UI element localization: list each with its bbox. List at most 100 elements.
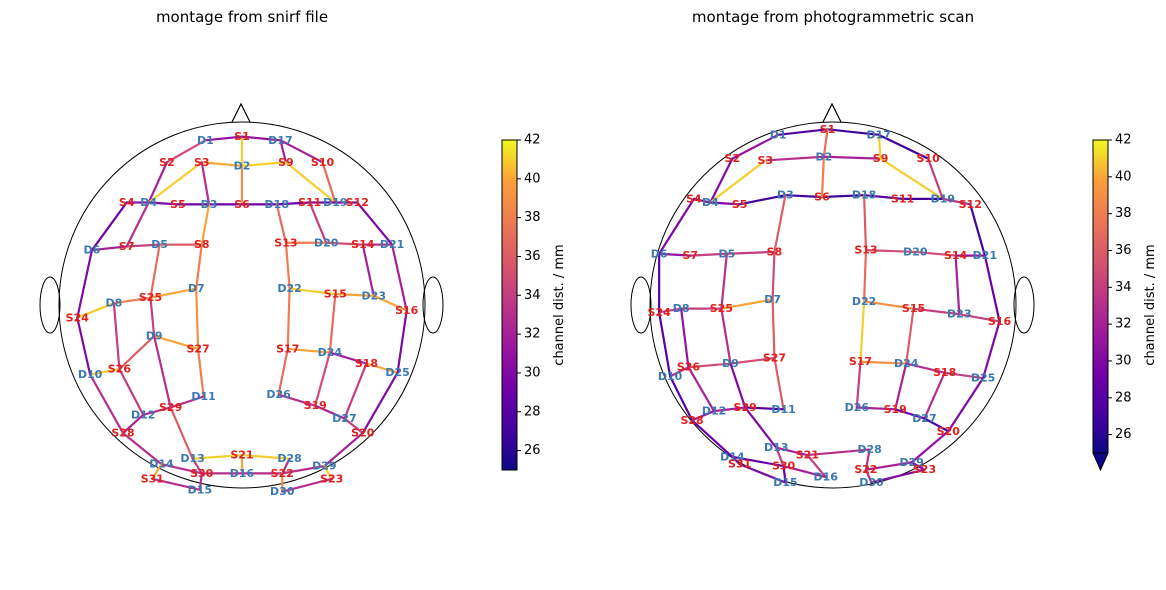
channel-S9-D17 <box>279 139 288 164</box>
channel-S20-D29 <box>323 432 364 468</box>
source-label-s14: S14 <box>944 249 968 262</box>
source-label-s14: S14 <box>351 238 375 251</box>
detector-label-d16: D16 <box>813 471 838 484</box>
source-label-s27: S27 <box>186 342 209 355</box>
optode-labels: D1 D2 D3 D4 D5 D6 D7 D8 D9 D10 D11 D12 D13 D14 D15 D16 D… <box>648 123 1012 489</box>
channel-S11-D18 <box>863 194 904 200</box>
source-label-s26: S26 <box>677 361 701 374</box>
detector-label-d21: D21 <box>380 238 404 251</box>
source-label-s23: S23 <box>913 463 936 476</box>
channel-S22-D28 <box>864 448 871 471</box>
channel-S4-D6 <box>90 201 128 252</box>
channel-S19-D27 <box>894 408 926 420</box>
detector-label-d13: D13 <box>764 441 788 454</box>
source-label-s24: S24 <box>648 306 672 319</box>
detector-label-d5: D5 <box>151 238 168 251</box>
channel-S30-D13 <box>775 446 785 468</box>
detector-label-d28: D28 <box>277 452 301 465</box>
left-ear <box>630 276 652 334</box>
colorbar-gradient <box>501 139 518 471</box>
channel-S2-D1 <box>731 133 780 160</box>
channel-S29-D13 <box>169 406 194 460</box>
source-label-s5: S5 <box>170 198 186 211</box>
channel-S13-D18 <box>863 194 868 252</box>
channel-S10-D19 <box>927 157 944 200</box>
channel-S22-D29 <box>864 461 913 471</box>
detector-label-d28: D28 <box>857 443 881 456</box>
detector-label-d10: D10 <box>78 368 103 381</box>
channel-S22-D28 <box>281 457 291 475</box>
source-label-s31: S31 <box>141 472 164 485</box>
source-label-s17: S17 <box>849 355 872 368</box>
source-label-s7: S7 <box>682 249 698 262</box>
channel-S20-D25 <box>947 377 985 433</box>
detector-label-d6: D6 <box>651 247 668 260</box>
channel-S12-D21 <box>356 201 394 246</box>
detector-label-d29: D29 <box>899 456 923 469</box>
channel-S31-D15 <box>151 477 202 491</box>
channel-S28-D10 <box>669 375 694 422</box>
channel-S25-D9 <box>720 307 732 365</box>
channel-S10-D17 <box>279 139 324 164</box>
colorbar-tick-label: 34 <box>524 288 541 303</box>
channel-S23-D29 <box>323 464 333 480</box>
channel-S30-D15 <box>782 464 787 484</box>
channel-S23-D29 <box>910 461 926 471</box>
channel-S3-D4 <box>147 161 203 204</box>
source-label-s1: S1 <box>234 130 250 143</box>
panel-photogrammetric: montage from photogrammetric scan D1 D2 D3… <box>630 8 1158 489</box>
source-label-s4: S4 <box>119 196 135 209</box>
source-label-s13: S13 <box>274 236 297 249</box>
channel-S13-D18 <box>275 203 288 244</box>
channel-S16-D23 <box>958 313 1001 323</box>
channel-S28-D14 <box>690 419 734 458</box>
source-label-s25: S25 <box>139 291 162 304</box>
channel-S18-D25 <box>943 371 985 380</box>
detector-label-d17: D17 <box>268 134 292 147</box>
channel-S14-D20 <box>914 250 957 257</box>
channel-S15-D23 <box>334 292 375 297</box>
channel-S10-D17 <box>877 133 930 160</box>
channel-S9-D2 <box>822 155 882 160</box>
source-label-s21: S21 <box>230 449 253 462</box>
channel-S20-D25 <box>361 371 399 435</box>
channel-S19-D26 <box>277 393 317 407</box>
channel-S8-D7 <box>195 243 203 290</box>
channel-S19-D24 <box>314 351 331 407</box>
channel-S26-D8 <box>112 302 121 371</box>
channel-S30-D16 <box>782 464 827 479</box>
channel-S29-D12 <box>142 406 172 416</box>
detector-label-d18: D18 <box>852 189 876 202</box>
channel-S31-D14 <box>151 463 163 480</box>
channel-S6-D3 <box>784 194 824 199</box>
channel-S31-D15 <box>738 463 787 484</box>
colorbar-label: channel dist. / mm <box>1143 244 1158 365</box>
source-label-s24: S24 <box>66 311 90 324</box>
channel-S4-D4 <box>692 197 712 204</box>
channel-S6-D2 <box>820 155 825 199</box>
channel-S9-D19 <box>879 157 944 200</box>
channel-S5-D4 <box>147 201 180 206</box>
channel-S31-D14 <box>731 455 741 466</box>
detector-label-d3: D3 <box>201 198 218 211</box>
source-label-s29: S29 <box>159 401 182 414</box>
detector-label-d23: D23 <box>947 308 971 321</box>
detector-label-d19: D19 <box>931 192 955 205</box>
channel-S29-D11 <box>169 395 205 409</box>
source-label-s27: S27 <box>763 352 786 365</box>
channel-S8-D3 <box>200 203 211 246</box>
detector-label-d23: D23 <box>362 289 386 302</box>
source-label-s16: S16 <box>988 315 1012 328</box>
detector-label-d13: D13 <box>180 452 204 465</box>
channel-S26-D12 <box>687 366 716 413</box>
channel-S11-D20 <box>308 201 328 244</box>
panel-snirf: montage from snirf file D1 D2 D3 D4 D5 D6 D7 D8… <box>39 8 567 498</box>
detector-label-d12: D12 <box>131 408 155 421</box>
head-outline <box>39 102 444 489</box>
source-label-s15: S15 <box>902 302 925 315</box>
detector-label-d20: D20 <box>903 245 928 258</box>
colorbar-tick-label: 40 <box>524 171 541 186</box>
channel-S24-D8 <box>658 307 683 314</box>
detector-label-d5: D5 <box>718 247 735 260</box>
detector-label-d4: D4 <box>140 196 157 209</box>
